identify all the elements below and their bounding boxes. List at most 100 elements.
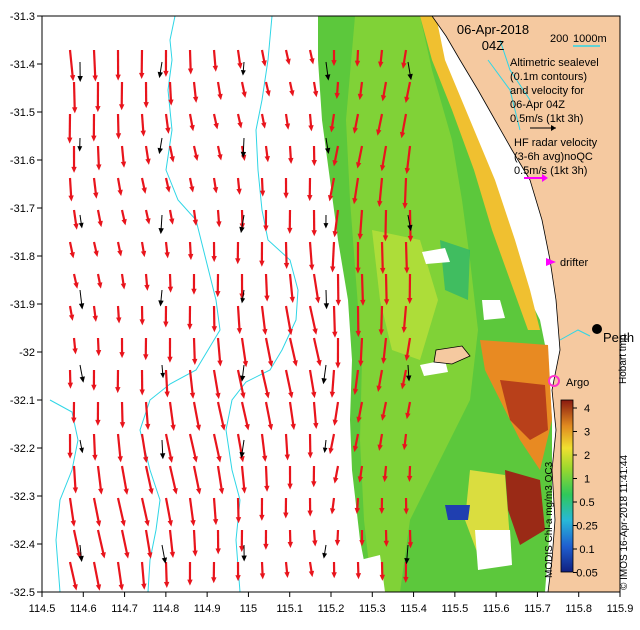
alt-arrow bbox=[406, 544, 409, 561]
hf-arrow-head bbox=[216, 456, 222, 463]
hf-arrow-head bbox=[335, 362, 341, 369]
hf-arrow bbox=[408, 209, 412, 239]
hf-arrow bbox=[116, 113, 120, 136]
alt-arrow-head bbox=[240, 69, 246, 76]
hf-arrow-head bbox=[357, 93, 364, 101]
hf-arrow-head bbox=[329, 126, 335, 133]
sealevel-line-4: 06-Apr 04Z bbox=[510, 99, 565, 111]
alt-arrow-head bbox=[241, 555, 247, 562]
hf-arrow bbox=[405, 81, 412, 100]
hf-arrow-head bbox=[117, 250, 123, 257]
hf-arrow-head bbox=[120, 161, 127, 168]
alt-arrow-head bbox=[77, 75, 83, 82]
hf-arrow bbox=[216, 465, 223, 491]
hf-arrow-head bbox=[123, 488, 129, 495]
hf-arrow bbox=[308, 369, 316, 395]
hf-arrow-head bbox=[357, 476, 364, 483]
hf-arrow bbox=[384, 209, 388, 238]
hf-arrow-head bbox=[187, 323, 193, 330]
hf-arrow bbox=[284, 369, 293, 396]
hf-arrow bbox=[68, 49, 74, 78]
hf-arrow bbox=[402, 305, 408, 330]
hf-arrow-head bbox=[399, 131, 406, 139]
hf-arrow-head bbox=[284, 571, 290, 579]
hf-arrow-head bbox=[290, 423, 296, 431]
sealevel-line-2: (0.1m contours) bbox=[510, 71, 587, 83]
hf-arrow bbox=[329, 433, 336, 451]
hf-arrow bbox=[120, 145, 125, 165]
hf-arrow bbox=[188, 433, 197, 460]
hf-arrow-head bbox=[261, 122, 267, 129]
alt-arrow-head bbox=[79, 376, 85, 383]
hf-arrow bbox=[216, 401, 225, 428]
hf-arrow-head bbox=[93, 250, 99, 257]
hf-arrow-head bbox=[261, 455, 268, 462]
hf-arrow-head bbox=[168, 456, 174, 463]
lon-tick-label: 114.6 bbox=[70, 603, 97, 615]
hf-arrow-head bbox=[355, 330, 361, 337]
title-time: 04Z bbox=[482, 38, 504, 53]
latitude-axis: -31.3 -31.4 -31.5 -31.6 -31.7 -31.8 -31.9 -32 -3… bbox=[10, 11, 42, 599]
hf-arrow-head bbox=[143, 354, 149, 361]
hf-arrow-head bbox=[220, 424, 226, 431]
colorbar-tick-label: 0.5 bbox=[579, 497, 594, 509]
hf-arrow-head bbox=[120, 520, 126, 527]
hf-arrow bbox=[240, 337, 247, 364]
hf-arrow-head bbox=[354, 60, 361, 67]
hf-arrow-head bbox=[187, 579, 193, 586]
hf-arrow-head bbox=[287, 227, 293, 234]
lon-tick-label: 115.1 bbox=[276, 603, 303, 615]
hf-arrow-head bbox=[187, 253, 194, 261]
hf-scale-arrowhead bbox=[542, 174, 548, 182]
hf-arrow-head bbox=[118, 584, 124, 591]
hf-arrow-head bbox=[404, 167, 411, 175]
alt-arrow bbox=[323, 364, 327, 381]
hf-arrow-head bbox=[309, 264, 315, 271]
hf-arrow-head bbox=[407, 297, 413, 305]
hf-arrow-head bbox=[312, 328, 318, 335]
hf-scale-label: 0.5m/s (1kt 3h) bbox=[514, 165, 587, 177]
hf-arrow-head bbox=[307, 452, 313, 459]
hf-arrow-head bbox=[115, 74, 121, 81]
hf-arrow-head bbox=[381, 357, 387, 365]
hf-arrow-head bbox=[97, 220, 103, 228]
hf-arrow-head bbox=[215, 548, 221, 555]
lon-tick-label: 115.3 bbox=[359, 603, 386, 615]
altimetry-scale-label: 0.5m/s (1kt 3h) bbox=[510, 113, 583, 125]
altimetry-scale-arrowhead bbox=[551, 125, 556, 131]
hf-arrow-head bbox=[69, 251, 75, 259]
hf-arrow-head bbox=[331, 572, 337, 579]
hf-arrow bbox=[378, 177, 384, 204]
hf-arrow-head bbox=[284, 454, 290, 461]
hf-arrow-head bbox=[165, 127, 171, 134]
hf-arrow bbox=[168, 529, 174, 555]
hf-arrow-head bbox=[265, 90, 271, 97]
hf-arrow-head bbox=[241, 487, 247, 494]
hf-arrow-head bbox=[380, 164, 386, 172]
hf-arrow-head bbox=[217, 360, 223, 367]
hf-arrow-head bbox=[98, 488, 104, 495]
hf-arrow bbox=[357, 401, 364, 420]
lon-tick-label: 115.9 bbox=[607, 603, 634, 615]
hf-arrow-head bbox=[70, 520, 76, 527]
alt-arrow-head bbox=[158, 227, 164, 235]
hf-arrow bbox=[212, 433, 221, 460]
hf-arrow-head bbox=[289, 296, 295, 303]
hf-arrow-head bbox=[95, 349, 102, 357]
hf-line-2: (3-6h avg)noQC bbox=[514, 151, 593, 163]
colorbar-ticks: 4 3 2 1 0.5 0.25 0.1 0.05 bbox=[573, 403, 598, 580]
hf-arrow-head bbox=[261, 60, 267, 67]
hf-arrow-head bbox=[404, 354, 410, 361]
alt-arrow-head bbox=[79, 447, 84, 454]
hf-arrow bbox=[357, 145, 364, 166]
alt-arrow bbox=[79, 289, 83, 306]
hf-arrow-head bbox=[68, 314, 75, 321]
hf-arrow bbox=[68, 497, 75, 524]
hf-arrow-head bbox=[192, 456, 198, 463]
lat-tick-label: -31.4 bbox=[10, 59, 35, 71]
lat-tick-label: -32.1 bbox=[10, 395, 35, 407]
hf-arrow bbox=[188, 241, 192, 257]
hf-arrow bbox=[380, 305, 384, 332]
hf-arrow-head bbox=[142, 456, 149, 463]
hf-arrow-head bbox=[192, 358, 198, 365]
